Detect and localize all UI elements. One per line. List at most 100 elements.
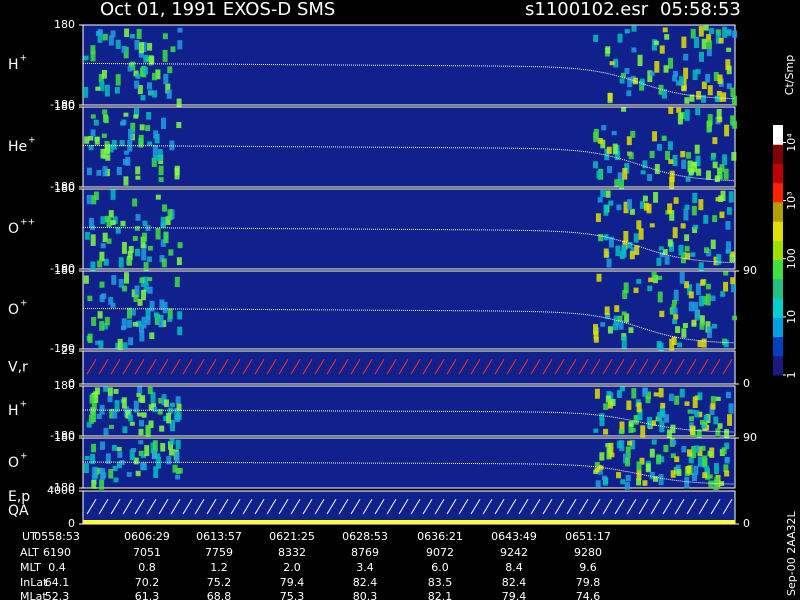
- spectrogram-texture: [625, 446, 631, 459]
- spectrogram-texture: [726, 65, 732, 75]
- spectrogram-texture: [694, 36, 700, 48]
- spectrogram-texture: [730, 277, 736, 285]
- spectrogram-texture: [111, 444, 117, 451]
- colorbar-swatch: [773, 240, 783, 261]
- spectrogram-texture: [651, 439, 657, 445]
- vector-arrow: [662, 498, 673, 515]
- spectrogram-texture: [129, 449, 135, 461]
- spectrogram-texture: [109, 408, 115, 419]
- spectrogram-texture: [149, 300, 155, 312]
- spectrogram-texture: [176, 121, 182, 129]
- spectrogram-texture: [132, 198, 138, 207]
- spectrogram-texture: [152, 440, 158, 452]
- vector-arrow: [698, 498, 709, 515]
- table-cell: 61.3: [135, 590, 160, 600]
- vector-arrow: [554, 498, 565, 515]
- spectrogram-texture: [142, 66, 148, 75]
- spectrogram-texture: [627, 440, 633, 446]
- vector-arrow: [326, 358, 337, 375]
- spectrogram-texture: [139, 330, 145, 342]
- spectrogram-texture: [726, 391, 732, 399]
- spectrogram-texture: [158, 397, 164, 404]
- spectrogram-texture: [120, 325, 126, 331]
- spectrogram-texture: [102, 166, 108, 177]
- spectrogram-texture: [90, 50, 96, 62]
- spectrogram-texture: [649, 150, 655, 159]
- y-tick-label: -180: [50, 342, 75, 355]
- spectrogram-texture: [687, 284, 693, 296]
- spectrogram-texture: [636, 220, 642, 230]
- table-cell: 0613:57: [196, 530, 242, 543]
- spectrogram-texture: [155, 228, 161, 240]
- spectrogram-texture: [653, 192, 659, 203]
- vector-arrow: [578, 498, 589, 515]
- y-axis-label-sup: ++: [20, 218, 35, 228]
- spectrogram-texture: [695, 155, 701, 167]
- y-tick-label: -180: [50, 98, 75, 111]
- trajectory-line: [83, 62, 735, 100]
- spectrogram-texture: [710, 239, 716, 250]
- spectrogram-texture: [599, 452, 605, 461]
- spectrogram-texture: [133, 400, 139, 413]
- spectrogram-texture: [174, 408, 180, 420]
- spectrogram-texture: [140, 94, 146, 101]
- spectrogram-texture: [121, 397, 127, 409]
- spectrogram-texture: [684, 246, 690, 252]
- spectrogram-texture: [160, 239, 166, 247]
- spectrogram-texture: [724, 442, 730, 450]
- spectrogram-texture: [723, 168, 729, 180]
- spectrogram-texture: [649, 223, 655, 228]
- spectrogram-texture: [670, 470, 676, 478]
- vector-arrow: [122, 498, 133, 515]
- spectrogram-texture: [669, 338, 675, 351]
- vector-arrow: [242, 498, 253, 515]
- table-cell: 82.4: [353, 576, 378, 589]
- spectrogram-texture: [705, 73, 711, 83]
- spectrogram-texture: [163, 231, 169, 244]
- spectrogram-texture: [731, 95, 737, 106]
- spectrogram-texture: [593, 161, 599, 169]
- spectrogram-texture: [704, 465, 710, 476]
- spectrogram-texture: [167, 66, 173, 74]
- spectrogram-texture: [163, 399, 169, 408]
- y-tick-label: -180: [50, 262, 75, 275]
- spectrogram-texture: [730, 87, 736, 98]
- time-stamp: 05:58:53: [660, 0, 741, 20]
- spectrogram-texture: [158, 177, 164, 182]
- spectrogram-texture: [722, 154, 728, 166]
- spectrogram-texture: [658, 388, 664, 398]
- spectrogram-texture: [112, 410, 118, 419]
- vector-arrow: [566, 358, 577, 375]
- vector-arrow: [602, 498, 613, 515]
- vector-arrow: [158, 498, 169, 515]
- spectrogram-texture: [715, 29, 721, 36]
- spectrogram-texture: [145, 125, 151, 132]
- spectrogram-texture: [622, 167, 628, 180]
- spectrogram-texture: [160, 216, 166, 228]
- vector-arrow: [566, 498, 577, 515]
- vector-arrow: [98, 498, 109, 515]
- vector-arrow: [386, 498, 397, 515]
- spectrogram-texture: [159, 299, 165, 311]
- spectrogram-texture: [693, 301, 699, 312]
- spectrogram-texture: [699, 419, 705, 425]
- spectrogram-texture: [110, 189, 116, 200]
- spectrogram-texture: [163, 415, 169, 422]
- spectrogram-texture: [646, 391, 652, 400]
- vector-arrow: [362, 358, 373, 375]
- spectrogram-texture: [145, 424, 151, 436]
- spectrogram-texture: [123, 176, 129, 186]
- spectrogram-texture: [140, 395, 146, 403]
- spectrogram-texture: [668, 241, 674, 252]
- spectrogram-texture: [624, 313, 630, 323]
- spectrogram-texture: [177, 242, 183, 249]
- spectrogram-texture: [166, 89, 172, 99]
- vector-arrow: [710, 498, 721, 515]
- spectrogram-texture: [606, 391, 612, 400]
- spectrogram-texture: [99, 80, 105, 91]
- spectrogram-texture: [716, 108, 722, 119]
- spectrogram-texture: [121, 318, 127, 329]
- spectrogram-texture: [684, 281, 690, 289]
- spectrogram-texture: [147, 277, 153, 282]
- spectrogram-texture: [660, 410, 666, 418]
